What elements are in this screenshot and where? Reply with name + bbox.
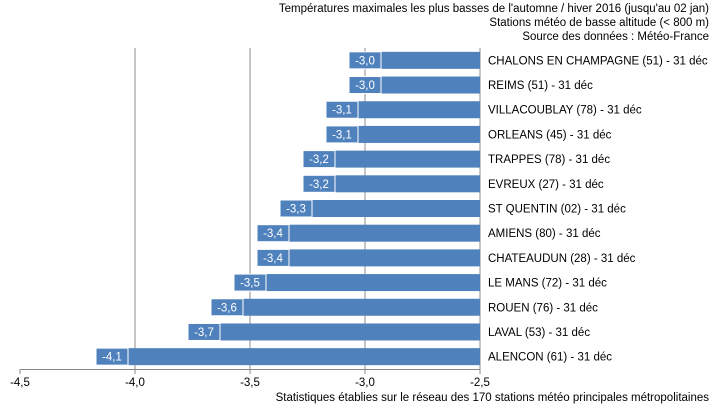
bar bbox=[273, 249, 480, 267]
category-label: CHALONS EN CHAMPAGNE (51) - 31 déc bbox=[488, 55, 708, 67]
category-label: ROUEN (76) - 31 déc bbox=[488, 302, 598, 314]
category-label: CHATEAUDUN (28) - 31 déc bbox=[488, 253, 636, 265]
x-tick-label: -3,0 bbox=[355, 377, 375, 389]
value-label-box bbox=[233, 273, 267, 292]
bar bbox=[273, 224, 480, 242]
category-label: VILLACOUBLAY (78) - 31 déc bbox=[488, 105, 642, 117]
chart-title-line-1: Températures maximales les plus basses d… bbox=[278, 3, 709, 15]
value-label: -3,1 bbox=[332, 105, 352, 117]
value-label: -3,0 bbox=[355, 80, 375, 92]
value-label-box bbox=[348, 51, 382, 70]
value-label-box bbox=[302, 150, 336, 169]
category-label: REIMS (51) - 31 déc bbox=[488, 80, 593, 92]
value-label-box bbox=[187, 322, 221, 341]
value-label: -3,4 bbox=[263, 253, 283, 265]
bar bbox=[342, 125, 480, 143]
bar bbox=[227, 298, 480, 316]
value-label: -3,5 bbox=[240, 278, 260, 290]
bar bbox=[342, 101, 480, 119]
value-label: -4,1 bbox=[102, 352, 122, 364]
value-label-box bbox=[325, 100, 359, 119]
category-label: ORLEANS (45) - 31 déc bbox=[488, 129, 612, 141]
category-label: ST QUENTIN (02) - 31 déc bbox=[488, 204, 626, 216]
bar bbox=[204, 323, 480, 341]
x-tick-label: -3,5 bbox=[240, 377, 260, 389]
bar bbox=[112, 348, 480, 366]
value-label-box bbox=[95, 347, 129, 366]
bar bbox=[250, 274, 480, 292]
value-label: -3,3 bbox=[286, 204, 306, 216]
category-label: LE MANS (72) - 31 déc bbox=[488, 278, 607, 290]
value-label-box bbox=[256, 224, 290, 243]
bar bbox=[296, 200, 480, 217]
category-label: TRAPPES (78) - 31 déc bbox=[488, 154, 610, 166]
value-label: -3,2 bbox=[309, 154, 329, 166]
value-label-box bbox=[325, 125, 359, 144]
x-tick-label: -4,5 bbox=[10, 377, 30, 389]
category-label: ALENCON (61) - 31 déc bbox=[488, 352, 612, 364]
category-label: AMIENS (80) - 31 déc bbox=[488, 228, 601, 240]
category-label: EVREUX (27) - 31 déc bbox=[488, 179, 604, 191]
value-label: -3,1 bbox=[332, 129, 352, 141]
bar bbox=[365, 76, 480, 94]
bar bbox=[319, 175, 480, 193]
value-label: -3,6 bbox=[217, 302, 237, 314]
x-tick-label: -4,0 bbox=[125, 377, 145, 389]
category-label: LAVAL (53) - 31 déc bbox=[488, 327, 590, 339]
chart-title-line-2: Stations météo de basse altitude (< 800 … bbox=[489, 17, 709, 30]
value-label-box bbox=[279, 199, 313, 218]
value-label-box bbox=[348, 76, 382, 95]
value-label-box bbox=[302, 174, 336, 193]
value-label: -3,7 bbox=[194, 327, 214, 339]
bar bbox=[319, 150, 480, 168]
chart-title-line-3: Source des données : Météo-France bbox=[522, 31, 709, 44]
value-label: -3,4 bbox=[263, 228, 283, 240]
value-label-box bbox=[210, 298, 244, 317]
chart-footnote: Statistiques établies sur le réseau des … bbox=[275, 392, 709, 404]
value-label: -3,2 bbox=[309, 179, 329, 191]
x-tick-label: -2,5 bbox=[470, 377, 490, 389]
value-label-box bbox=[256, 248, 290, 267]
chart-title-block: Températures maximales les plus basses d… bbox=[279, 2, 709, 45]
bar bbox=[365, 51, 480, 69]
value-label: -3,0 bbox=[355, 55, 375, 67]
